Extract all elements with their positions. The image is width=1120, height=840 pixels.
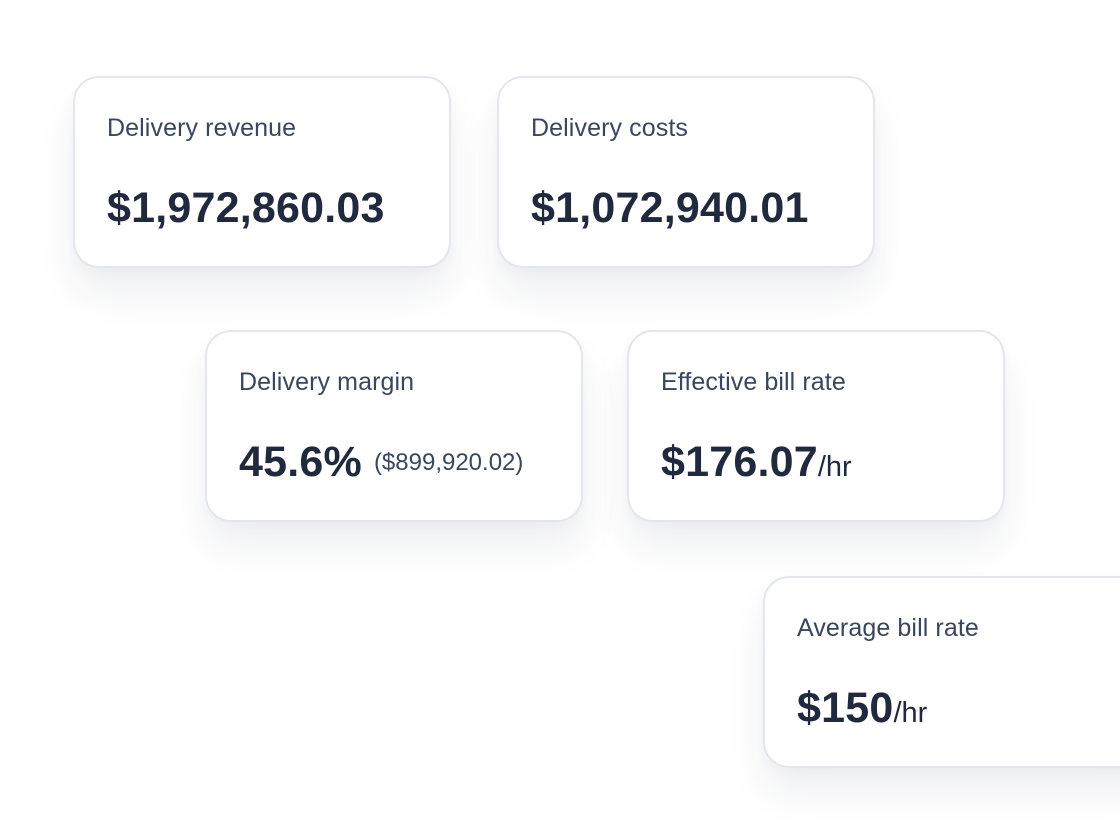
card-secondary-value: ($899,920.02) [373, 449, 524, 476]
card-value: $150 [797, 684, 894, 732]
card-label: Delivery margin [239, 368, 415, 396]
delivery-costs-card: Delivery costs $1,072,940.01 [497, 76, 875, 268]
card-label: Average bill rate [797, 614, 979, 642]
card-unit: /hr [893, 697, 928, 729]
card-value-row: $1,072,940.01 [531, 182, 841, 234]
card-value: 45.6% [239, 438, 362, 486]
card-value-row: $150/hr [797, 682, 1120, 734]
card-label: Delivery costs [531, 114, 688, 142]
card-value-row: 45.6% ($899,920.02) [239, 436, 549, 488]
card-value-row: $1,972,860.03 [107, 182, 417, 234]
card-unit: /hr [817, 451, 852, 483]
card-value-row: $176.07/hr [661, 436, 971, 488]
delivery-margin-card: Delivery margin 45.6% ($899,920.02) [205, 330, 583, 522]
delivery-revenue-card: Delivery revenue $1,972,860.03 [73, 76, 451, 268]
effective-bill-rate-card: Effective bill rate $176.07/hr [627, 330, 1005, 522]
card-value: $176.07 [661, 438, 818, 486]
card-label: Effective bill rate [661, 368, 846, 396]
card-label: Delivery revenue [107, 114, 297, 142]
card-value: $1,072,940.01 [531, 184, 809, 232]
average-bill-rate-card: Average bill rate $150/hr [763, 576, 1120, 768]
card-value: $1,972,860.03 [107, 184, 385, 232]
